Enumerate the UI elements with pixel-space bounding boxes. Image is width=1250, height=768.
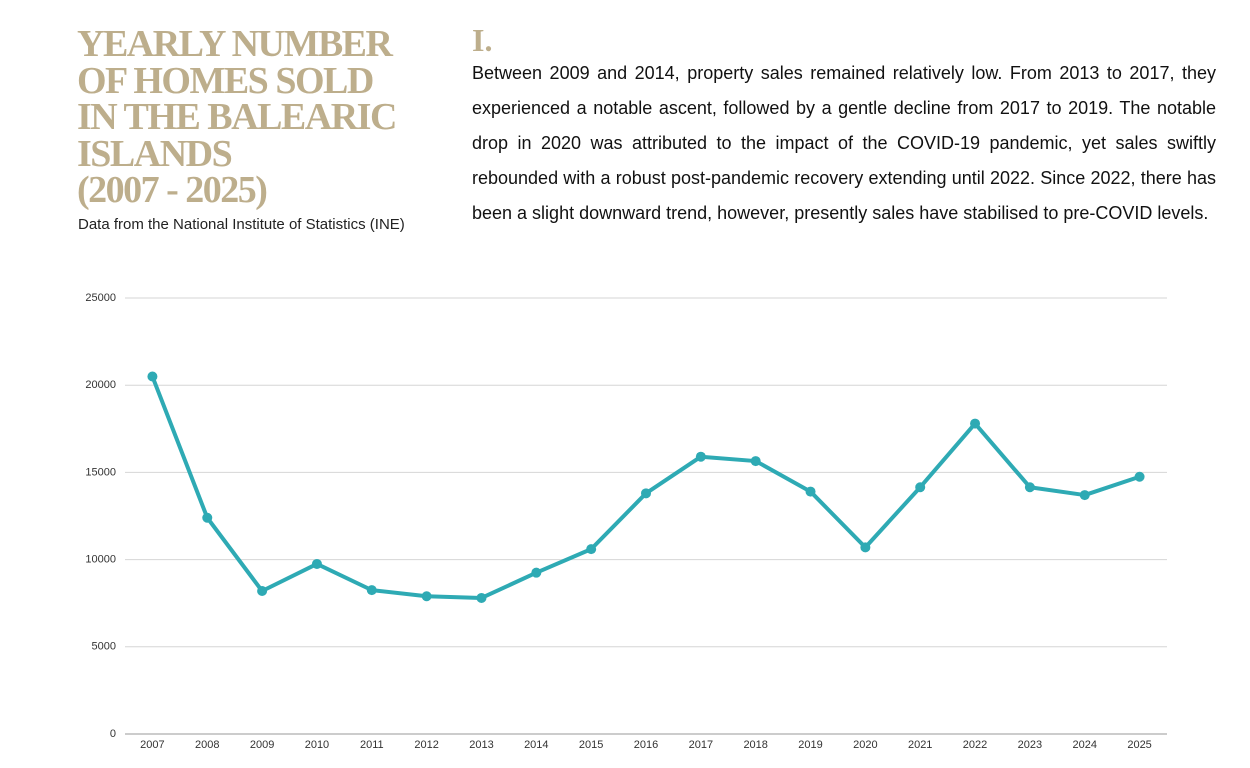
x-tick-label: 2015	[579, 739, 603, 751]
y-tick-label: 20000	[85, 379, 116, 391]
x-tick-label: 2020	[853, 739, 877, 751]
x-tick-label: 2014	[524, 739, 548, 751]
point	[366, 585, 377, 596]
point	[531, 567, 542, 578]
x-tick-label: 2022	[963, 739, 987, 751]
x-tick-label: 2016	[634, 739, 658, 751]
point	[1134, 471, 1145, 482]
point	[805, 486, 816, 497]
point	[860, 542, 871, 553]
point	[421, 591, 432, 602]
y-tick-label: 5000	[92, 641, 116, 653]
point	[202, 512, 213, 523]
x-tick-label: 2009	[250, 739, 274, 751]
x-tick-label: 2011	[360, 739, 384, 751]
x-tick-label: 2025	[1127, 739, 1151, 751]
chart-subtitle: Data from the National Institute of Stat…	[78, 216, 405, 233]
y-tick-label: 15000	[85, 466, 116, 478]
y-tick-label: 10000	[85, 554, 116, 566]
x-tick-label: 2013	[469, 739, 493, 751]
point	[147, 371, 158, 382]
line	[150, 375, 1141, 600]
point	[641, 488, 651, 499]
point	[1079, 490, 1090, 501]
point	[257, 585, 268, 596]
x-tick-label: 2010	[305, 739, 329, 751]
point	[476, 592, 487, 603]
point	[586, 544, 597, 555]
x-tick-label: 2018	[743, 739, 767, 751]
x-tick-label: 2007	[140, 739, 164, 751]
x-tick-label: 2023	[1018, 739, 1042, 751]
y-tick-label: 25000	[85, 292, 116, 304]
point	[750, 456, 761, 467]
section-number: I.	[472, 22, 493, 58]
x-tick-label: 2017	[689, 739, 713, 751]
point	[311, 558, 322, 569]
x-tick-label: 2012	[414, 739, 438, 751]
y-tick-label: 0	[110, 728, 116, 740]
x-tick-label: 2008	[195, 739, 219, 751]
x-tick-label: 2021	[908, 739, 932, 751]
point	[1024, 482, 1035, 493]
point	[915, 482, 926, 493]
point	[970, 418, 981, 429]
x-tick-label: 2024	[1072, 739, 1096, 751]
point	[695, 451, 706, 462]
chart-title: YEARLY NUMBER OF HOMES SOLD IN THE BALEA…	[77, 23, 397, 211]
x-tick-label: 2019	[798, 739, 822, 751]
description: Between 2009 and 2014, property sales re…	[472, 63, 1216, 223]
